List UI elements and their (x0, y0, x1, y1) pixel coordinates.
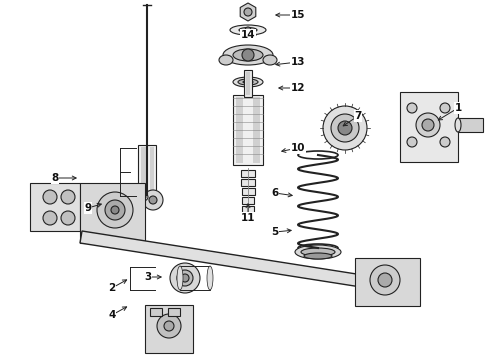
Bar (241, 179, 254, 186)
Circle shape (406, 137, 416, 147)
Bar (80, 183, 145, 243)
Bar (244, 70, 251, 97)
Circle shape (111, 206, 119, 214)
Text: 5: 5 (271, 227, 278, 237)
Bar (399, 92, 457, 162)
Bar (168, 308, 180, 316)
Bar (252, 97, 260, 163)
Circle shape (181, 274, 189, 282)
Bar (241, 170, 254, 177)
Circle shape (163, 321, 174, 331)
Circle shape (330, 114, 358, 142)
Bar (354, 258, 419, 306)
Ellipse shape (232, 49, 263, 61)
Ellipse shape (140, 195, 146, 199)
Ellipse shape (301, 248, 334, 256)
Circle shape (406, 103, 416, 113)
Ellipse shape (206, 266, 213, 290)
Ellipse shape (177, 266, 183, 290)
Polygon shape (240, 3, 255, 21)
Ellipse shape (263, 55, 276, 65)
Ellipse shape (304, 253, 331, 259)
Bar (138, 145, 156, 200)
Circle shape (415, 113, 439, 137)
Circle shape (43, 211, 57, 225)
Text: 12: 12 (290, 83, 305, 93)
Ellipse shape (229, 25, 265, 35)
Text: 13: 13 (290, 57, 305, 67)
Text: 8: 8 (51, 173, 59, 183)
Text: 2: 2 (108, 283, 115, 293)
Ellipse shape (223, 45, 272, 65)
Circle shape (43, 190, 57, 204)
Text: 4: 4 (108, 310, 116, 320)
Bar (180, 266, 209, 290)
Bar (150, 147, 154, 198)
Bar (141, 147, 146, 198)
Bar (241, 197, 254, 204)
Bar (150, 308, 162, 316)
Ellipse shape (239, 27, 257, 32)
Circle shape (97, 192, 133, 228)
Circle shape (170, 263, 200, 293)
Circle shape (369, 265, 399, 295)
Text: 3: 3 (144, 272, 151, 282)
Bar (145, 305, 193, 353)
Circle shape (323, 106, 366, 150)
Ellipse shape (454, 118, 460, 132)
Circle shape (439, 103, 449, 113)
Bar (457, 118, 482, 132)
Text: 14: 14 (240, 30, 255, 40)
Circle shape (377, 273, 391, 287)
Circle shape (242, 49, 253, 61)
Text: 6: 6 (271, 188, 278, 198)
Circle shape (157, 314, 181, 338)
Circle shape (244, 8, 251, 16)
Text: 7: 7 (354, 111, 361, 121)
Text: 1: 1 (453, 103, 461, 113)
Text: 11: 11 (240, 213, 255, 223)
Ellipse shape (232, 77, 263, 87)
Text: 9: 9 (84, 203, 91, 213)
Text: 15: 15 (290, 10, 305, 20)
Circle shape (337, 121, 351, 135)
Bar (245, 72, 249, 95)
Bar (241, 188, 254, 195)
Circle shape (105, 200, 125, 220)
Ellipse shape (243, 81, 252, 84)
Circle shape (177, 270, 193, 286)
Ellipse shape (219, 55, 232, 65)
Bar (242, 206, 253, 213)
Bar (30, 183, 80, 231)
Polygon shape (80, 231, 381, 290)
Ellipse shape (238, 79, 258, 85)
Ellipse shape (294, 245, 340, 259)
Bar (236, 97, 243, 163)
Circle shape (439, 137, 449, 147)
Circle shape (61, 190, 75, 204)
Circle shape (421, 119, 433, 131)
Bar (232, 95, 263, 165)
Circle shape (61, 211, 75, 225)
Circle shape (149, 196, 157, 204)
Text: 10: 10 (290, 143, 305, 153)
Circle shape (244, 27, 250, 33)
Circle shape (142, 190, 163, 210)
Ellipse shape (138, 193, 148, 201)
